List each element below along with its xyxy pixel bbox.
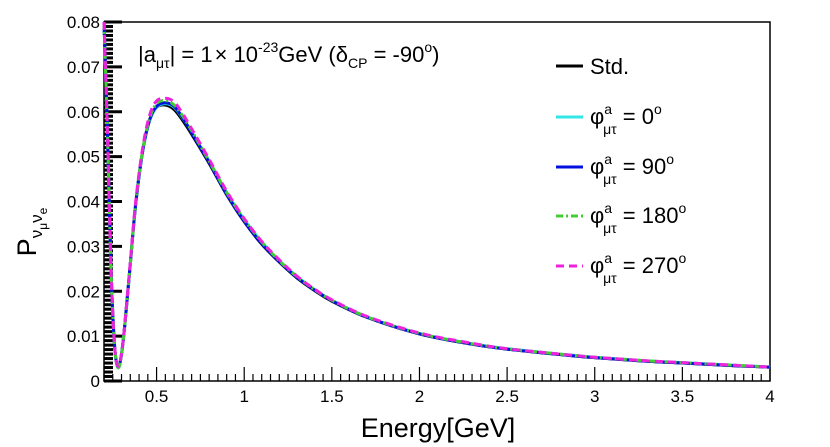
x-tick-label: 1 bbox=[239, 387, 248, 406]
legend: Std. φa μτ = 0o φa μτ = 90o φa μτ = 180o φa… bbox=[556, 54, 686, 286]
axes-layer: 0 0.01 0.02 0.03 0.04 0.05 0.06 0.07 0.08 0.5 1 1.5… bbox=[67, 13, 775, 406]
x-tick-label: 3 bbox=[590, 387, 599, 406]
y-tick-label: 0.07 bbox=[67, 58, 100, 77]
series-line-4 bbox=[102, 21, 771, 369]
y-tick-label: 0.01 bbox=[67, 327, 100, 346]
y-tick-label: 0.08 bbox=[67, 13, 100, 32]
legend-label-phi-0: φa μτ = 0o bbox=[590, 101, 662, 137]
x-tick-label: 2.5 bbox=[495, 387, 519, 406]
legend-label-phi-270: φa μτ = 270o bbox=[590, 250, 686, 286]
y-tick-label: 0.02 bbox=[67, 282, 100, 301]
chart-annotation: |aμτ| = 1× 10-23GeV (δCP = -90o) bbox=[138, 39, 439, 71]
series-line-0 bbox=[102, 21, 771, 370]
series-line-3 bbox=[102, 21, 771, 370]
y-tick-label: 0.04 bbox=[67, 193, 100, 212]
y-axis-title: Pνμνe bbox=[12, 207, 50, 256]
series-layer bbox=[102, 21, 771, 370]
y-tick-label: 0.05 bbox=[67, 148, 100, 167]
plot-frame bbox=[103, 21, 771, 382]
legend-label-std: Std. bbox=[590, 54, 629, 79]
series-line-1 bbox=[102, 21, 771, 370]
x-axis-title: Energy[GeV] bbox=[361, 413, 516, 443]
x-tick-label: 0.5 bbox=[145, 387, 169, 406]
x-tick-label: 4 bbox=[765, 387, 774, 406]
series-line-2 bbox=[102, 21, 771, 369]
x-tick-label: 2 bbox=[415, 387, 424, 406]
y-tick-label: 0.03 bbox=[67, 237, 100, 256]
x-tick-label: 1.5 bbox=[320, 387, 344, 406]
legend-label-phi-90: φa μτ = 90o bbox=[590, 151, 674, 187]
x-tick-label: 3.5 bbox=[671, 387, 695, 406]
y-tick-label: 0.06 bbox=[67, 103, 100, 122]
y-tick-label: 0 bbox=[91, 372, 100, 391]
legend-label-phi-180: φa μτ = 180o bbox=[590, 200, 686, 236]
